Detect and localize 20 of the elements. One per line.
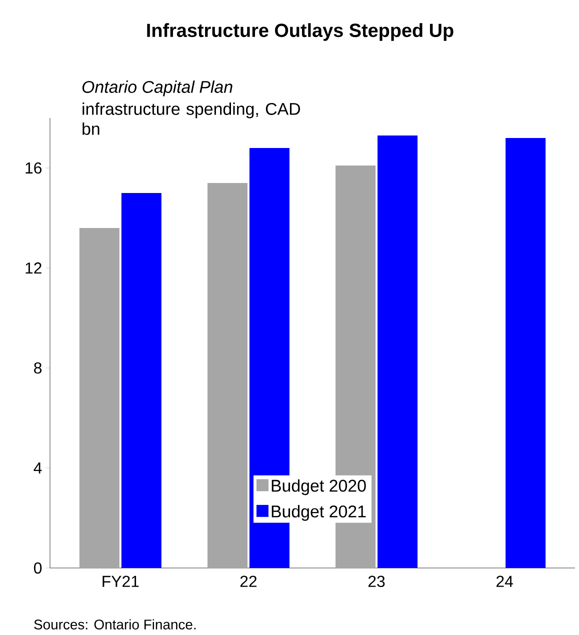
x-tick-label: 23 [368, 576, 385, 588]
x-tick-label: 24 [496, 576, 513, 587]
legend-label: Budget 2020 [272, 479, 366, 496]
bar [207, 182, 248, 568]
annotation: infrastructure spending, CAD bn [82, 102, 300, 135]
bar [121, 192, 162, 568]
chart-title: Infrastructure Outlays Stepped Up [147, 23, 454, 41]
x-tick-label: FY21 [102, 576, 139, 587]
source-note: Sources: Ontario Finance. [34, 619, 196, 630]
legend-label: Budget 2021 [272, 505, 366, 521]
y-tick-label: 8 [34, 362, 42, 374]
y-tick-label: 4 [34, 462, 42, 474]
y-tick-label: 0 [34, 562, 42, 574]
bar [79, 228, 120, 568]
x-tick-label: 22 [240, 576, 257, 587]
bar [506, 138, 546, 568]
bar [378, 135, 418, 568]
y-tick-label: 16 [26, 162, 42, 174]
y-tick-label: 12 [26, 262, 42, 274]
text: Ontario Capital Plan [82, 80, 232, 96]
